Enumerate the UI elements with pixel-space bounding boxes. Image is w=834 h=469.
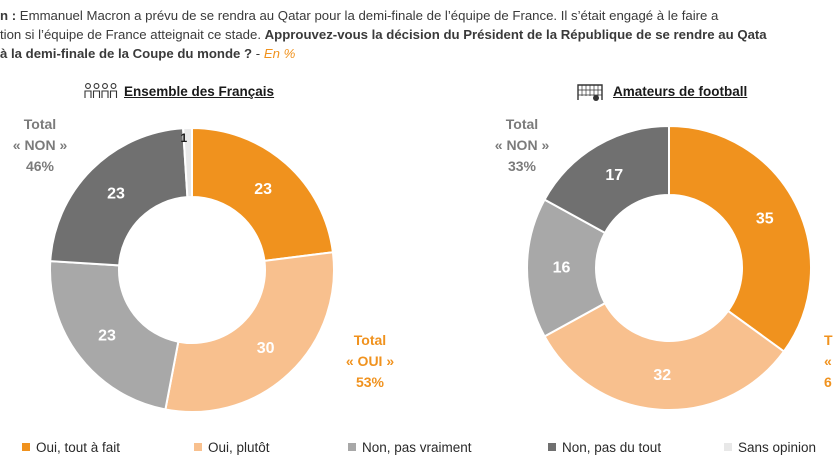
donut-slice-1-5 [182, 126, 193, 199]
donut-slice-1-4 [49, 127, 189, 267]
slice-value-1-3: 23 [98, 327, 116, 344]
slice-value-1-5: 1 [181, 131, 188, 145]
total-oui-name: « [824, 353, 832, 369]
legend-label: Oui, plutôt [208, 440, 270, 455]
chart-1-total-oui: Total « OUI » 53% [334, 330, 406, 393]
chart-2-total-non: Total « NON » 33% [484, 114, 560, 177]
total-non-label: Total [23, 116, 57, 132]
legend-label: Non, pas vraiment [362, 440, 472, 455]
total-oui-value: 53% [355, 374, 385, 390]
legend-label: Oui, tout à fait [36, 440, 121, 455]
question-text: n : Emmanuel Macron a prévu de se rendra… [0, 6, 834, 63]
total-oui-label: Total [353, 332, 387, 348]
legend-item-sans-opinion: Sans opinion [724, 440, 816, 455]
legend-swatch [724, 443, 732, 451]
legend-item-oui-plutot: Oui, plutôt [194, 440, 270, 455]
legend-swatch [22, 443, 30, 451]
total-oui-name: « OUI » [345, 353, 395, 369]
chart-2-total-oui: T « 6 [824, 330, 834, 393]
total-oui-value: 6 [824, 374, 832, 390]
question-line-3: à la demi-finale de la Coupe du monde ? … [0, 44, 834, 63]
chart-2-title: Amateurs de football [613, 84, 748, 99]
slice-value-1-2: 30 [257, 340, 275, 357]
donut-slice-1-1 [191, 126, 334, 262]
total-non-name: « NON » [494, 137, 550, 153]
legend-label: Sans opinion [738, 440, 817, 455]
slice-value-1-1: 23 [254, 181, 272, 198]
unit-label: En % [263, 46, 296, 61]
question-separator: - [252, 46, 264, 61]
donut-chart-1: 23 30 23 23 1 [49, 126, 335, 413]
total-non-label: Total [505, 116, 539, 132]
chart-1-total-non: Total « NON » 46% [8, 114, 72, 177]
slice-value-2-2: 32 [653, 367, 671, 384]
question-main-1: Approuvez-vous la décision du Président … [264, 27, 767, 42]
total-non-value: 46% [25, 158, 55, 174]
chart-1-title: Ensemble des Français [124, 84, 275, 99]
question-main-2: à la demi-finale de la Coupe du monde ? [0, 46, 253, 61]
slice-value-1-4: 23 [107, 185, 125, 202]
total-non-name: « NON » [12, 137, 68, 153]
question-line-1: n : Emmanuel Macron a prévu de se rendra… [0, 6, 834, 25]
total-non-value: 33% [507, 158, 537, 174]
legend-item-non-pas-du-tout: Non, pas du tout [548, 440, 661, 455]
donut-slice-1-3 [49, 260, 180, 411]
donut-slice-2-2 [543, 301, 786, 411]
donut-slice-2-4 [543, 124, 670, 235]
question-line-2: tion si l’équipe de France atteignait ce… [0, 25, 834, 44]
slice-value-2-4: 17 [605, 167, 623, 184]
total-oui-label: T [824, 332, 833, 348]
question-prefix: n : [0, 8, 20, 23]
donut-slice-2-1 [668, 124, 812, 353]
legend-item-non-pas-vraiment: Non, pas vraiment [348, 440, 472, 455]
people-group-icon [84, 83, 118, 98]
donut-slice-1-2 [164, 251, 335, 413]
legend: Oui, tout à fait Oui, plutôt Non, pas vr… [0, 440, 834, 462]
legend-label: Non, pas du tout [562, 440, 662, 455]
legend-swatch [548, 443, 556, 451]
donut-chart-2: 35 32 16 17 [526, 124, 812, 411]
football-goal-icon [577, 84, 603, 101]
question-context-2: tion si l’équipe de France atteignait ce… [0, 27, 265, 42]
legend-item-oui-tout: Oui, tout à fait [22, 440, 120, 455]
legend-swatch [194, 443, 202, 451]
slice-value-2-1: 35 [756, 211, 774, 228]
question-context-1: Emmanuel Macron a prévu de se rendra au … [19, 8, 719, 23]
slice-value-2-3: 16 [553, 260, 571, 277]
legend-swatch [348, 443, 356, 451]
